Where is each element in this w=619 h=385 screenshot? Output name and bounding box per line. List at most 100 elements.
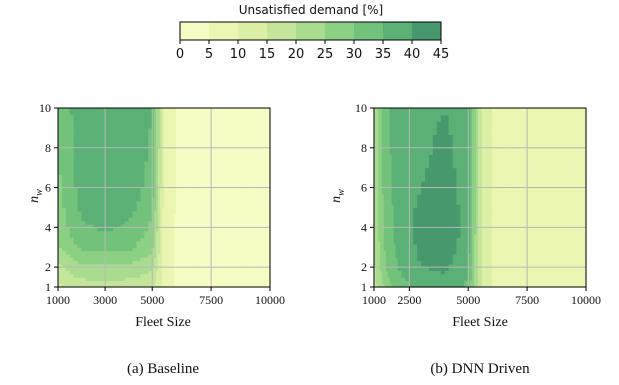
heatmap-cell (413, 273, 418, 278)
heatmap-cell (109, 214, 114, 218)
heatmap-cell (169, 210, 173, 215)
heatmap-cell (464, 220, 469, 225)
heatmap-cell (179, 227, 185, 232)
heatmap-cell (173, 197, 177, 202)
heatmap-cell (397, 233, 403, 238)
heatmap-cell (489, 180, 493, 189)
heatmap-cell (171, 280, 175, 285)
heatmap-cell (425, 280, 430, 285)
heatmap-cell (65, 230, 71, 235)
heatmap-cell (61, 257, 67, 262)
heatmap-cell (425, 161, 430, 169)
heatmap-cell (65, 280, 71, 285)
heatmap-cell (222, 167, 236, 175)
heatmap-cell (523, 224, 540, 228)
heatmap-cell (483, 280, 487, 285)
heatmap-cell (468, 257, 471, 262)
heatmap-cell (374, 127, 377, 136)
heatmap-cell (428, 114, 434, 122)
heatmap-cell (409, 283, 414, 288)
heatmap-cell (199, 233, 212, 238)
heatmap-cell (69, 187, 75, 192)
heatmap-cell (385, 270, 389, 275)
heatmap-cell (132, 253, 138, 258)
heatmap-cell (169, 190, 173, 195)
heatmap-cell (478, 277, 481, 281)
heatmap-cell (381, 210, 385, 215)
heatmap-cell (409, 224, 414, 228)
heatmap-cell (109, 233, 114, 238)
heatmap-cell (162, 253, 165, 258)
heatmap-cell (483, 263, 487, 268)
heatmap-cell (389, 230, 393, 235)
heatmap-cell (93, 207, 98, 212)
heatmap-cell (413, 187, 418, 192)
heatmap-cell (173, 167, 177, 175)
heatmap-cell (105, 283, 110, 288)
heatmap-cell (81, 283, 87, 288)
heatmap-cell (105, 260, 110, 265)
heatmap-cell (175, 260, 181, 265)
heatmap-cell (472, 243, 475, 248)
heatmap-cell (156, 141, 159, 149)
heatmap-cell (65, 224, 71, 228)
heatmap-cell (199, 180, 212, 189)
heatmap-cell (69, 267, 75, 272)
heatmap-cell (148, 224, 153, 228)
heatmap-cell (69, 114, 75, 122)
heatmap-cell (391, 147, 395, 156)
heatmap-cell (124, 154, 130, 162)
heatmap-cell (199, 207, 212, 212)
heatmap-cell (444, 204, 450, 209)
heatmap-cell (124, 237, 130, 242)
heatmap-cell (385, 247, 389, 252)
heatmap-cell (417, 214, 422, 218)
heatmap-cell (452, 147, 458, 156)
heatmap-cell (385, 180, 389, 189)
heatmap-cell (65, 263, 71, 268)
heatmap-cell (112, 141, 118, 149)
heatmap-cell (478, 260, 481, 265)
heatmap-cell (175, 283, 181, 288)
heatmap-cell (570, 167, 587, 175)
heatmap-cell (169, 280, 173, 285)
heatmap-cell (421, 237, 426, 242)
heatmap-cell (401, 174, 407, 182)
heatmap-cell (444, 190, 450, 195)
heatmap-cell (393, 204, 397, 209)
heatmap-cell (397, 114, 403, 122)
heatmap-cell (464, 283, 469, 288)
heatmap-cell (165, 267, 169, 272)
heatmap-cell (432, 180, 438, 189)
heatmap-cell (160, 187, 163, 192)
heatmap-cell (85, 161, 91, 169)
heatmap-cell (132, 214, 138, 218)
heatmap-cell (570, 280, 587, 285)
heatmap-cell (160, 180, 163, 189)
heatmap-cell (124, 204, 130, 209)
heatmap-cell (158, 267, 161, 272)
heatmap-cell (69, 134, 75, 142)
heatmap-cell (234, 217, 248, 222)
heatmap-cell (374, 114, 377, 122)
heatmap-cell (480, 197, 483, 202)
heatmap-cell (377, 180, 381, 189)
heatmap-cell (507, 141, 524, 149)
heatmap-cell (222, 250, 236, 255)
heatmap-cell (452, 141, 458, 149)
heatmap-cell (470, 147, 473, 156)
heatmap-cell (162, 260, 165, 265)
heatmap-cell (81, 141, 87, 149)
heatmap-cell (144, 197, 149, 202)
heatmap-cell (69, 127, 75, 136)
heatmap-cell (428, 147, 434, 156)
heatmap-cell (183, 247, 189, 252)
heatmap-cell (93, 277, 98, 281)
heatmap-cell (507, 243, 524, 248)
heatmap-cell (474, 260, 477, 265)
heatmap-cell (381, 273, 385, 278)
heatmap-cell (58, 283, 63, 288)
heatmap-cell (222, 243, 236, 248)
heatmap-cell (164, 180, 167, 189)
heatmap-cell (169, 134, 173, 142)
